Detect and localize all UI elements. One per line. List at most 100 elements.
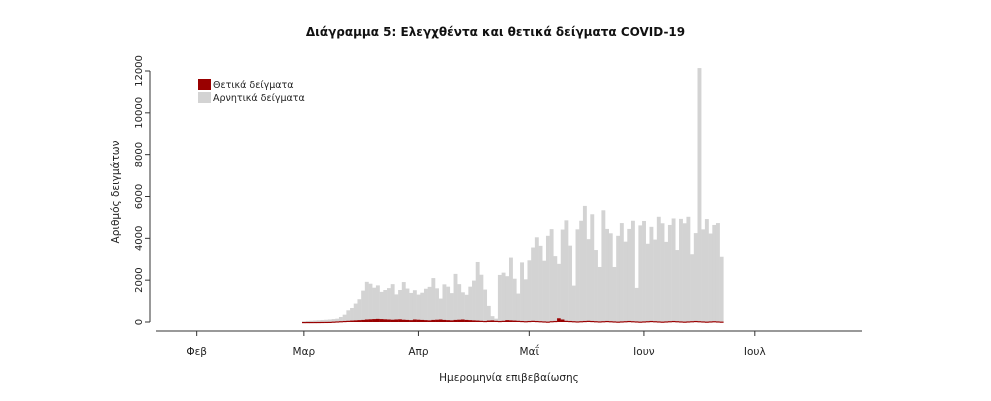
bar-negative <box>531 247 536 321</box>
bar-negative <box>464 294 469 320</box>
bar-positive <box>464 319 469 322</box>
bar-negative <box>505 276 510 321</box>
bar-negative <box>627 228 632 321</box>
bar-negative <box>697 68 702 322</box>
bar-positive <box>531 320 536 322</box>
bar-positive <box>597 321 602 323</box>
bar-negative <box>379 291 384 320</box>
bar-positive <box>320 321 325 324</box>
bar-positive <box>527 320 532 323</box>
bar-positive <box>586 320 591 322</box>
bar-negative <box>715 223 720 322</box>
y-tick-label: 4000 <box>134 226 145 251</box>
legend-label: Αρνητικά δείγματα <box>213 93 305 104</box>
bar-negative <box>582 205 587 321</box>
bar-positive <box>357 320 362 322</box>
bar-positive <box>368 319 373 322</box>
bar-negative <box>327 319 332 322</box>
bar-negative <box>612 266 617 322</box>
bars-layer <box>302 68 724 324</box>
bar-positive <box>364 319 369 322</box>
bar-negative <box>549 229 554 322</box>
bar-negative <box>475 261 480 321</box>
bar-positive <box>412 319 417 322</box>
bar-negative <box>512 278 517 321</box>
bar-negative <box>305 320 310 322</box>
bar-negative <box>375 285 380 319</box>
bar-negative <box>708 233 713 322</box>
bar-negative <box>468 286 473 321</box>
bar-positive <box>457 319 462 322</box>
bar-positive <box>616 321 621 323</box>
bar-negative <box>449 293 454 321</box>
bar-positive <box>331 321 336 323</box>
bar-positive <box>675 321 680 323</box>
bar-positive <box>483 320 488 323</box>
bar-negative <box>571 285 576 322</box>
bar-positive <box>627 320 632 323</box>
bar-positive <box>667 321 672 323</box>
legend-swatch <box>198 79 211 90</box>
chart-title: Διάγραμμα 5: Ελεγχθέντα και θετικά δείγμ… <box>305 25 686 39</box>
bar-negative <box>704 219 709 322</box>
bar-positive <box>697 321 702 323</box>
bar-negative <box>605 228 609 321</box>
bar-positive <box>342 320 347 323</box>
bar-negative <box>608 233 613 322</box>
bar-positive <box>545 321 550 323</box>
bar-positive <box>523 321 528 323</box>
bar-positive <box>630 321 635 323</box>
bar-negative <box>331 319 336 322</box>
bar-negative <box>560 229 565 320</box>
bar-negative <box>575 229 580 322</box>
bar-positive <box>701 321 706 323</box>
bar-positive <box>486 320 491 322</box>
bar-positive <box>494 320 499 322</box>
bar-positive <box>623 321 628 323</box>
y-tick-label: 2000 <box>134 267 145 292</box>
bar-negative <box>368 283 373 320</box>
y-tick-label: 6000 <box>134 184 145 209</box>
bar-positive <box>468 320 473 322</box>
bar-negative <box>431 278 436 320</box>
bar-negative <box>383 290 388 320</box>
bar-positive <box>693 320 698 323</box>
bar-negative <box>501 272 506 321</box>
bar-positive <box>472 320 476 322</box>
bar-positive <box>401 319 406 322</box>
bar-negative <box>623 241 628 322</box>
bar-negative <box>601 210 606 322</box>
x-tick-label: Φεβ <box>186 346 207 358</box>
bar-negative <box>346 310 351 321</box>
bar-negative <box>634 287 639 322</box>
bar-positive <box>505 320 510 322</box>
bar-negative <box>486 305 491 321</box>
bar-positive <box>431 319 436 322</box>
bar-negative <box>545 235 550 322</box>
bar-negative <box>394 294 399 320</box>
bar-negative <box>542 260 547 322</box>
bar-positive <box>656 321 661 323</box>
legend: Θετικά δείγματα Αρνητικά δείγματα <box>198 79 305 104</box>
bar-positive <box>619 321 624 323</box>
bar-positive <box>435 319 439 322</box>
bar-negative <box>619 223 624 322</box>
bar-negative <box>357 299 362 321</box>
bar-negative <box>472 280 476 321</box>
bar-positive <box>497 320 502 323</box>
bar-negative <box>427 286 432 321</box>
bar-positive <box>423 320 428 322</box>
bar-negative <box>712 224 717 322</box>
x-tick-label: Μαΐ <box>520 344 540 358</box>
bar-positive <box>634 321 639 323</box>
bar-positive <box>660 321 665 323</box>
x-tick-label: Ιουν <box>633 346 655 358</box>
bar-positive <box>715 321 720 323</box>
bar-positive <box>427 320 432 322</box>
bar-negative <box>557 263 561 319</box>
bar-negative <box>671 218 676 321</box>
bar-negative <box>479 274 484 321</box>
bar-positive <box>442 319 447 322</box>
bar-negative <box>686 216 691 322</box>
